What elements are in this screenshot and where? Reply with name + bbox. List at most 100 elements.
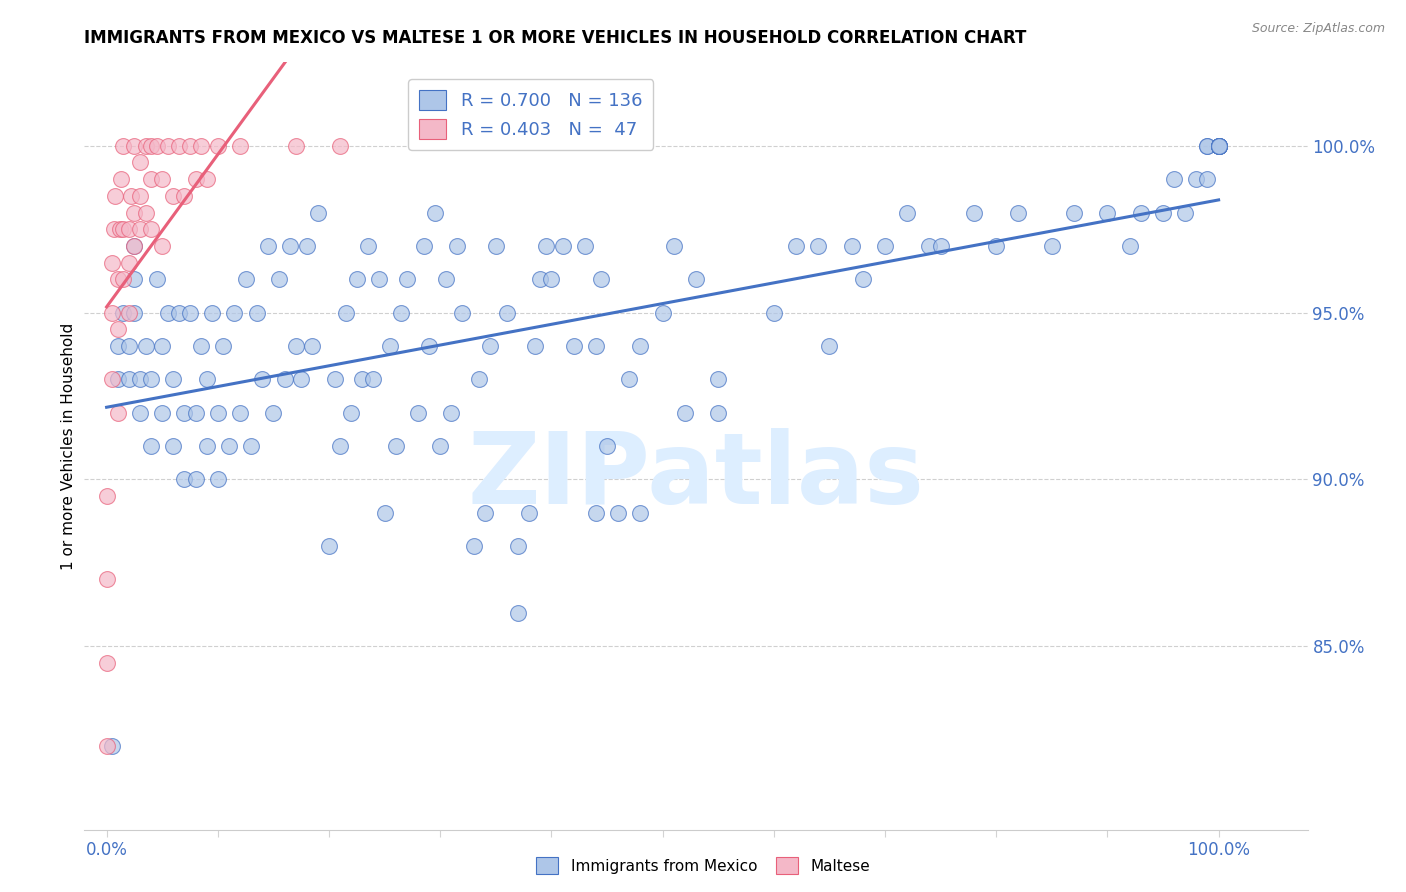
Point <box>329 138 352 153</box>
Point <box>252 372 274 386</box>
Point <box>707 406 730 420</box>
Point <box>257 239 280 253</box>
Point <box>1163 172 1185 186</box>
Point <box>135 339 157 353</box>
Point <box>110 172 132 186</box>
Point <box>1197 138 1219 153</box>
Point <box>195 372 218 386</box>
Point <box>107 372 129 386</box>
Point <box>273 372 295 386</box>
Point <box>474 506 496 520</box>
Point <box>1063 205 1085 219</box>
Y-axis label: 1 or more Vehicles in Household: 1 or more Vehicles in Household <box>60 322 76 570</box>
Point <box>485 239 508 253</box>
Point <box>335 305 357 319</box>
Point <box>440 406 463 420</box>
Point <box>195 172 218 186</box>
Point <box>96 656 118 670</box>
Point <box>284 339 307 353</box>
Text: ZIPatlas: ZIPatlas <box>468 428 924 525</box>
Point <box>124 138 146 153</box>
Point <box>346 272 368 286</box>
Point <box>562 339 585 353</box>
Point <box>1129 205 1152 219</box>
Point <box>1208 138 1230 153</box>
Point <box>673 406 696 420</box>
Point <box>841 239 863 253</box>
Point <box>108 222 131 236</box>
Point <box>295 239 318 253</box>
Point <box>224 305 246 319</box>
Point <box>156 305 179 319</box>
Point <box>150 339 173 353</box>
Point <box>162 189 184 203</box>
Point <box>107 272 129 286</box>
Point <box>129 372 152 386</box>
Point <box>212 339 235 353</box>
Point <box>1208 138 1230 153</box>
Point <box>323 372 346 386</box>
Point <box>167 305 190 319</box>
Point <box>101 372 124 386</box>
Point <box>179 138 201 153</box>
Point <box>368 272 391 286</box>
Point <box>1097 205 1119 219</box>
Point <box>506 606 529 620</box>
Point <box>107 339 129 353</box>
Point <box>1208 138 1230 153</box>
Point <box>96 739 118 754</box>
Point <box>118 372 141 386</box>
Point <box>1208 138 1230 153</box>
Point <box>585 506 607 520</box>
Point <box>124 239 146 253</box>
Point <box>120 189 142 203</box>
Point <box>267 272 290 286</box>
Point <box>150 239 173 253</box>
Point <box>352 372 374 386</box>
Text: IMMIGRANTS FROM MEXICO VS MALTESE 1 OR MORE VEHICLES IN HOUSEHOLD CORRELATION CH: IMMIGRANTS FROM MEXICO VS MALTESE 1 OR M… <box>84 29 1026 47</box>
Point <box>307 205 329 219</box>
Point <box>107 406 129 420</box>
Point <box>628 339 651 353</box>
Point <box>118 339 141 353</box>
Point <box>963 205 986 219</box>
Point <box>534 239 557 253</box>
Point <box>201 305 224 319</box>
Point <box>896 205 918 219</box>
Point <box>96 573 118 587</box>
Point <box>150 406 173 420</box>
Point <box>468 372 491 386</box>
Point <box>235 272 257 286</box>
Point <box>506 539 529 553</box>
Point <box>1040 239 1063 253</box>
Point <box>124 305 146 319</box>
Point <box>363 372 385 386</box>
Text: Source: ZipAtlas.com: Source: ZipAtlas.com <box>1251 22 1385 36</box>
Point <box>384 439 406 453</box>
Point <box>124 272 146 286</box>
Point <box>195 439 218 453</box>
Point <box>173 472 195 486</box>
Point <box>184 172 207 186</box>
Point <box>329 439 352 453</box>
Point <box>129 189 152 203</box>
Point <box>150 172 173 186</box>
Point <box>129 155 152 169</box>
Point <box>96 489 118 503</box>
Point <box>112 272 135 286</box>
Point <box>240 439 263 453</box>
Point <box>112 138 135 153</box>
Point <box>139 439 162 453</box>
Point <box>451 305 474 319</box>
Point <box>290 372 312 386</box>
Point <box>551 239 574 253</box>
Point <box>423 205 446 219</box>
Legend: R = 0.700   N = 136, R = 0.403   N =  47: R = 0.700 N = 136, R = 0.403 N = 47 <box>409 79 654 150</box>
Point <box>284 138 307 153</box>
Point <box>807 239 830 253</box>
Point <box>124 239 146 253</box>
Point <box>190 138 212 153</box>
Point <box>184 406 207 420</box>
Point <box>429 439 451 453</box>
Point <box>523 339 546 353</box>
